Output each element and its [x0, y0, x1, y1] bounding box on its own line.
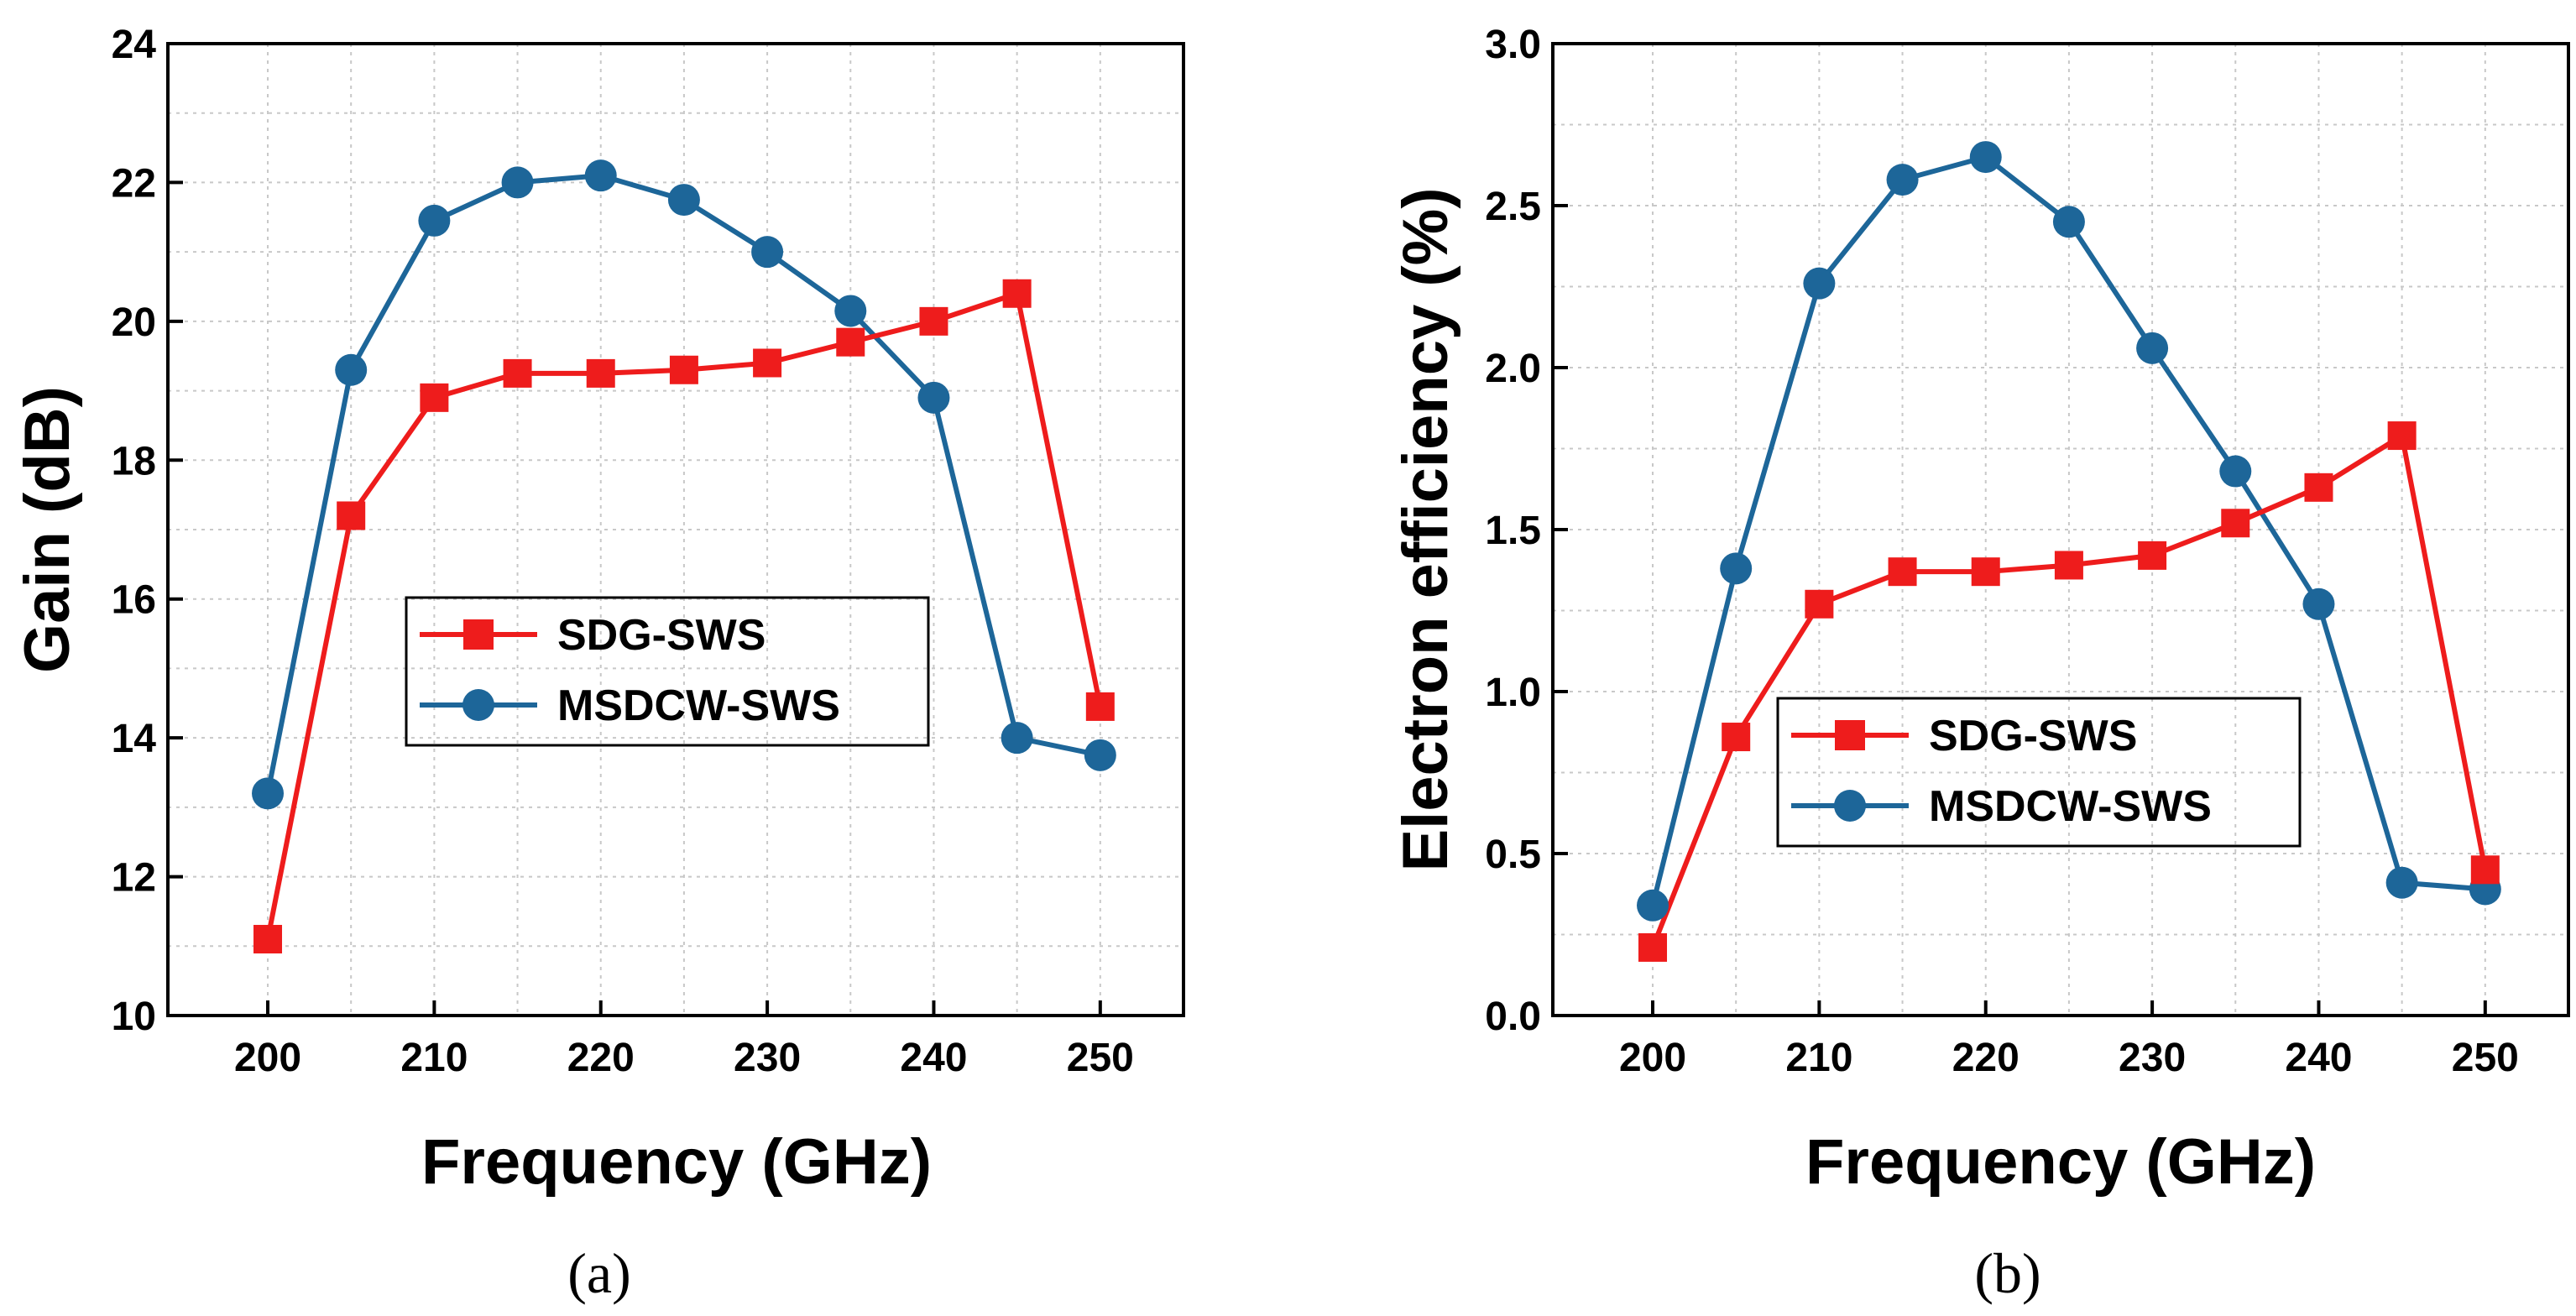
- data-point-sdg-b: [1638, 932, 1668, 962]
- x-tick-label-b: 240: [2285, 1036, 2352, 1080]
- y-tick-label-b: 2.0: [1485, 347, 1541, 391]
- data-point-sdg-a: [1085, 692, 1115, 721]
- y-tick-label-a: 24: [112, 23, 157, 67]
- x-tick-label-b: 200: [1619, 1036, 1686, 1080]
- data-point-msdcw-a: [501, 166, 534, 199]
- data-point-msdcw-b: [2136, 332, 2169, 364]
- data-point-msdcw-b: [2052, 206, 2085, 238]
- data-point-sdg-a: [337, 501, 366, 530]
- x-axis-title-b: Frequency (GHz): [1805, 1126, 2316, 1198]
- data-point-sdg-a: [836, 327, 865, 357]
- y-tick-label-a: 10: [112, 995, 156, 1039]
- data-point-sdg-a: [669, 355, 698, 384]
- legend-a: SDG-SWS MSDCW-SWS: [405, 596, 930, 747]
- data-point-msdcw-a: [335, 353, 368, 386]
- data-point-msdcw-a: [1001, 722, 1033, 755]
- data-point-msdcw-a: [584, 159, 617, 192]
- data-point-msdcw-b: [1803, 267, 1836, 300]
- data-point-msdcw-a: [751, 236, 784, 269]
- y-tick-label-a: 22: [112, 161, 156, 206]
- data-point-sdg-a: [503, 358, 532, 388]
- data-point-sdg-a: [586, 358, 615, 388]
- data-point-sdg-b: [1722, 723, 1751, 752]
- markers-a: [252, 159, 1116, 954]
- x-tick-label-a: 220: [567, 1036, 635, 1080]
- data-point-msdcw-a: [917, 381, 950, 414]
- data-point-sdg-b: [2304, 473, 2333, 502]
- data-point-sdg-a: [1002, 279, 1032, 308]
- plot-frame-a: [166, 42, 1185, 1017]
- data-point-msdcw-a: [1084, 739, 1116, 771]
- grid-b: [1553, 44, 2568, 1016]
- legend-label-sdg-b: SDG-SWS: [1929, 712, 2137, 760]
- y-tick-label-b: 3.0: [1485, 23, 1541, 67]
- x-tick-label-a: 240: [900, 1036, 967, 1080]
- data-point-sdg-a: [420, 383, 449, 412]
- legend-label-msdcw-b: MSDCW-SWS: [1929, 782, 2212, 831]
- data-point-sdg-a: [919, 306, 948, 336]
- legend-marker-sdg-b: [1835, 720, 1865, 750]
- legend-label-sdg-a: SDG-SWS: [557, 611, 765, 660]
- x-tick-label-a: 250: [1067, 1036, 1134, 1080]
- data-point-sdg-b: [2470, 855, 2500, 885]
- legend-box-b: [1776, 697, 2302, 848]
- y-tick-label-b: 1.0: [1485, 671, 1541, 715]
- legend-marker-msdcw-b: [1834, 790, 1866, 822]
- y-tick-label-a: 20: [112, 300, 156, 345]
- legend-marker-msdcw-a: [462, 689, 494, 721]
- x-tick-label-a: 230: [734, 1036, 801, 1080]
- data-point-sdg-b: [1888, 557, 1917, 587]
- data-point-msdcw-b: [1637, 889, 1669, 922]
- x-tick-label-b: 220: [1952, 1036, 2020, 1080]
- x-tick-label-b: 230: [2119, 1036, 2186, 1080]
- y-tick-label-b: 2.5: [1485, 185, 1541, 229]
- panel-caption-a: (a): [567, 1241, 630, 1305]
- x-axis-title-a: Frequency (GHz): [421, 1126, 932, 1198]
- data-point-msdcw-b: [2219, 455, 2252, 488]
- panel-caption-b: (b): [1974, 1241, 2040, 1305]
- data-point-msdcw-a: [834, 295, 867, 327]
- y-tick-label-b: 0.0: [1485, 995, 1541, 1039]
- data-point-sdg-b: [2054, 551, 2083, 580]
- y-tick-label-b: 0.5: [1485, 833, 1541, 877]
- y-tick-label-a: 16: [112, 578, 156, 623]
- legend-marker-sdg-a: [463, 619, 494, 650]
- data-point-msdcw-a: [418, 204, 451, 237]
- ticks-b: 200 210 220 230 240 250 0.0 0.5 1.0 1.5 2.0 2.5 3.0: [1485, 23, 2519, 1080]
- y-tick-label-a: 12: [112, 856, 156, 901]
- y-axis-title-a: Gain (dB): [12, 386, 83, 673]
- data-point-sdg-a: [253, 925, 283, 954]
- data-point-msdcw-a: [667, 184, 700, 217]
- x-tick-label-a: 210: [400, 1036, 468, 1080]
- data-point-msdcw-a: [252, 777, 285, 810]
- x-tick-label-b: 210: [1785, 1036, 1852, 1080]
- markers-b: [1637, 141, 2501, 962]
- data-point-sdg-b: [1805, 589, 1834, 619]
- ticks-a: 200 210 220 230 240 250 10 12 14 16 18 20 22 24: [112, 23, 1134, 1080]
- legend-b: SDG-SWS MSDCW-SWS: [1776, 697, 2302, 848]
- x-tick-label-a: 200: [234, 1036, 301, 1080]
- data-point-msdcw-b: [1720, 552, 1753, 585]
- x-tick-label-b: 250: [2452, 1036, 2519, 1080]
- panel-a: 200 210 220 230 240 250 10 12 14 16 18 20 22 24 Gain …: [12, 23, 1185, 1305]
- y-tick-label-a: 18: [112, 439, 156, 483]
- data-point-msdcw-b: [2302, 588, 2335, 620]
- data-point-msdcw-b: [1969, 141, 2002, 174]
- data-point-msdcw-b: [1886, 164, 1919, 196]
- legend-label-msdcw-a: MSDCW-SWS: [557, 682, 840, 730]
- y-axis-title-b: Electron efficiency (%): [1390, 187, 1461, 871]
- data-point-sdg-b: [2138, 540, 2167, 570]
- y-tick-label-a: 14: [112, 717, 157, 761]
- data-point-sdg-b: [1971, 557, 2000, 587]
- data-point-msdcw-b: [2385, 866, 2418, 899]
- legend-box-a: [405, 596, 930, 747]
- data-point-sdg-b: [2387, 421, 2417, 451]
- y-tick-label-b: 1.5: [1485, 509, 1541, 553]
- data-point-sdg-a: [753, 348, 782, 378]
- data-point-sdg-b: [2221, 509, 2250, 538]
- panel-b: 200 210 220 230 240 2500.00.51.01.52.02.53.0 …: [1390, 23, 2570, 1305]
